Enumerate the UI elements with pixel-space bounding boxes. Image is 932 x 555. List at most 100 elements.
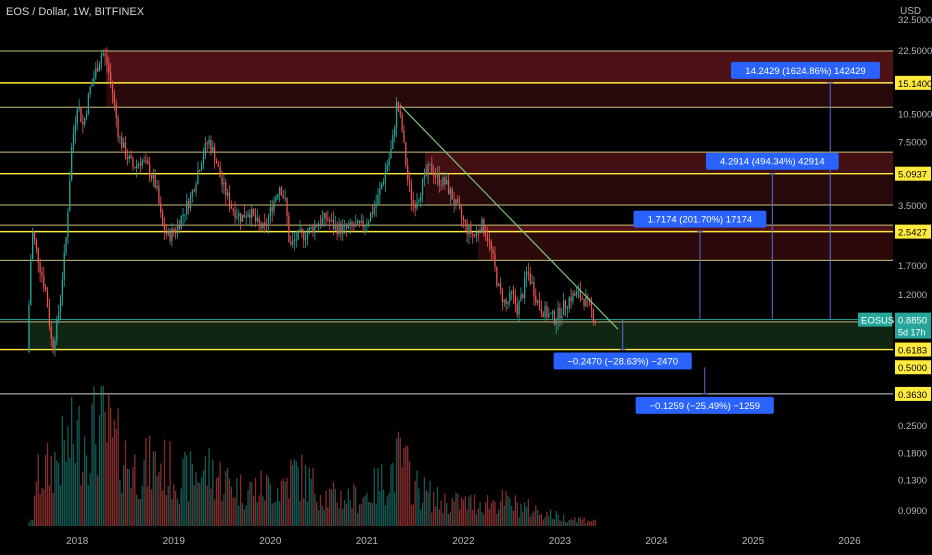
volume-bar (477, 508, 479, 526)
volume-bar (249, 481, 251, 526)
candle-body (535, 296, 537, 303)
candle-body (427, 165, 429, 175)
candle-body (59, 297, 62, 313)
candles (28, 47, 596, 357)
volume-bar (373, 467, 375, 526)
y-tick-0: 0.0900 (898, 506, 927, 517)
measure-box-1 (705, 152, 839, 170)
y-tick-1: 0.1300 (898, 476, 927, 487)
candle-body (306, 233, 309, 239)
candle-body (93, 77, 95, 83)
candle-body (585, 296, 587, 306)
volume-bar (570, 518, 572, 526)
volume-bar (72, 444, 75, 526)
volume-bar (377, 467, 379, 526)
volume-bar (594, 519, 596, 526)
candle-body (169, 231, 171, 241)
price-tag-bg-5 (895, 360, 931, 375)
candle-body (477, 232, 479, 234)
volume-bar (50, 455, 52, 526)
volume-bar (330, 489, 333, 526)
volume-bar (288, 498, 290, 526)
candle-body (314, 224, 316, 233)
candle-body (223, 182, 225, 185)
price-tag-12: 5.0937 (898, 170, 927, 181)
candle-body (590, 301, 593, 309)
zone-1 (106, 82, 894, 108)
volume-bar (421, 502, 424, 526)
volume-bar (225, 471, 227, 526)
volume-bar (325, 490, 327, 526)
candle-body (191, 190, 193, 196)
price-tag-15: 15.1400 (898, 79, 932, 90)
candle-body (119, 136, 121, 138)
candle-body (446, 180, 448, 185)
volume-bar (228, 478, 231, 526)
volume-bar (481, 511, 483, 526)
candle-body (108, 63, 110, 73)
price-tag-6: 0.6183 (898, 346, 927, 357)
candle-body (520, 294, 522, 302)
volume-bar (327, 506, 329, 526)
volume-bar (124, 440, 127, 526)
volume-bar (260, 470, 262, 526)
volume-bar (243, 509, 245, 526)
candle-body (468, 225, 470, 235)
volume-bar (336, 502, 338, 526)
volume-bar (416, 470, 418, 526)
volume-bar (585, 523, 587, 526)
candle-body (522, 294, 524, 298)
candle-body (52, 338, 54, 350)
volume-bar (503, 505, 505, 526)
candle-body (525, 271, 528, 278)
candle-body (280, 187, 283, 196)
price-tag-4: 0.3630 (898, 390, 927, 401)
volume-bar (187, 501, 190, 526)
candle-body (405, 142, 407, 166)
volume-bar (41, 487, 43, 526)
volume-bar (509, 497, 511, 526)
volume-bar (115, 428, 117, 526)
candle-body (262, 222, 264, 229)
symbol-title: EOS / Dollar, 1W, BITFINEX (6, 6, 145, 18)
candle-body (189, 195, 192, 209)
volume-bar (479, 502, 481, 526)
candle-body (254, 215, 257, 222)
volume-bar (76, 420, 78, 526)
candle-body (141, 160, 143, 166)
volume-bar (290, 459, 292, 526)
candle-body (111, 81, 114, 94)
volume-bar (171, 499, 173, 526)
candle-body (132, 158, 134, 167)
y-tick-11: 3.5000 (898, 201, 927, 212)
volume-bar (154, 451, 156, 526)
candle-body (479, 231, 481, 233)
candle-body (80, 107, 82, 122)
volume-bar (293, 458, 296, 526)
candle-body (575, 291, 578, 296)
candle-body (221, 177, 223, 185)
volume-bar (152, 451, 155, 526)
candle-body (297, 230, 299, 240)
last-price-countdown: 5d 17h (898, 328, 926, 338)
volume-bar (269, 483, 271, 526)
candle-body (41, 271, 43, 276)
candle-body (503, 299, 505, 303)
volume-bar (299, 501, 301, 526)
volume-bar (343, 500, 346, 526)
volume-bar (323, 509, 325, 526)
volume-bar (230, 486, 232, 526)
volume-bar (366, 492, 368, 526)
candle-body (219, 166, 221, 178)
volume-bar (342, 509, 344, 526)
volume-bar (590, 521, 593, 526)
candle-body (56, 318, 58, 341)
candle-body (332, 219, 335, 229)
candle-body (440, 184, 442, 186)
measure-label-0: 14.2429 (1624.86%) 142429 (745, 66, 865, 77)
y-tick-9: 1.7000 (898, 261, 927, 272)
volume-bar (401, 467, 403, 526)
volume-bar (550, 509, 552, 526)
